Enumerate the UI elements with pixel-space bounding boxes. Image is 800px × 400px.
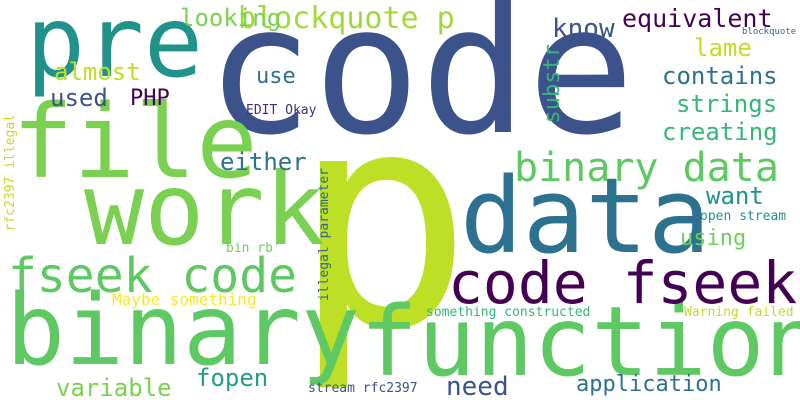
- word-function: function: [360, 286, 800, 398]
- word-warning-failed: Warning failed: [684, 305, 794, 320]
- word-fopen: fopen: [196, 364, 269, 392]
- word-fseek-code: fseek code: [8, 248, 297, 304]
- word-open-stream: open stream: [700, 209, 787, 224]
- word-p: p: [292, 47, 473, 396]
- word-stream-rfc2397: stream rfc2397: [308, 381, 418, 396]
- word-pre: pre: [26, 0, 204, 100]
- word-illegal-parameter: illegal parameter: [317, 168, 332, 302]
- word-binary-data: binary data: [514, 145, 779, 191]
- word-data: data: [460, 155, 711, 277]
- word-using: using: [680, 226, 747, 251]
- word-looking: looking: [180, 4, 282, 32]
- word-use: use: [256, 64, 296, 89]
- word-used: used: [50, 84, 108, 112]
- word-code-fseek: code fseek: [448, 249, 798, 317]
- word-work: work: [84, 151, 325, 268]
- word-file: file: [12, 83, 258, 202]
- word-strings: strings: [676, 90, 778, 118]
- word-want: want: [706, 182, 764, 210]
- word-blockquote: blockquote: [742, 27, 797, 37]
- word-contains: contains: [662, 62, 778, 90]
- word-binary: binary: [6, 274, 361, 388]
- word-need: need: [446, 372, 509, 400]
- word-maybe-something: Maybe something: [112, 290, 257, 309]
- word-bin-rb: bin rb': [226, 241, 281, 256]
- word-know: know: [552, 14, 615, 44]
- word-blockquote-p: blockquote p: [238, 1, 455, 36]
- word-code: code: [206, 0, 635, 174]
- word-variable: variable: [56, 374, 172, 400]
- word-rfc2397-illegal: rfc2397 illegal: [3, 114, 18, 232]
- word-almost: almost: [54, 58, 141, 86]
- word-either: either: [220, 148, 307, 176]
- word-edit-okay: EDIT Okay: [246, 103, 317, 118]
- word-substr: substr: [540, 44, 565, 124]
- word-php: PHP: [130, 86, 170, 111]
- word-creating: creating: [662, 118, 778, 146]
- word-equivalent: equivalent: [622, 4, 773, 33]
- word-application: application: [576, 372, 722, 397]
- word-lame: lame: [694, 34, 752, 62]
- word-something-constructed: something constructed: [426, 305, 591, 320]
